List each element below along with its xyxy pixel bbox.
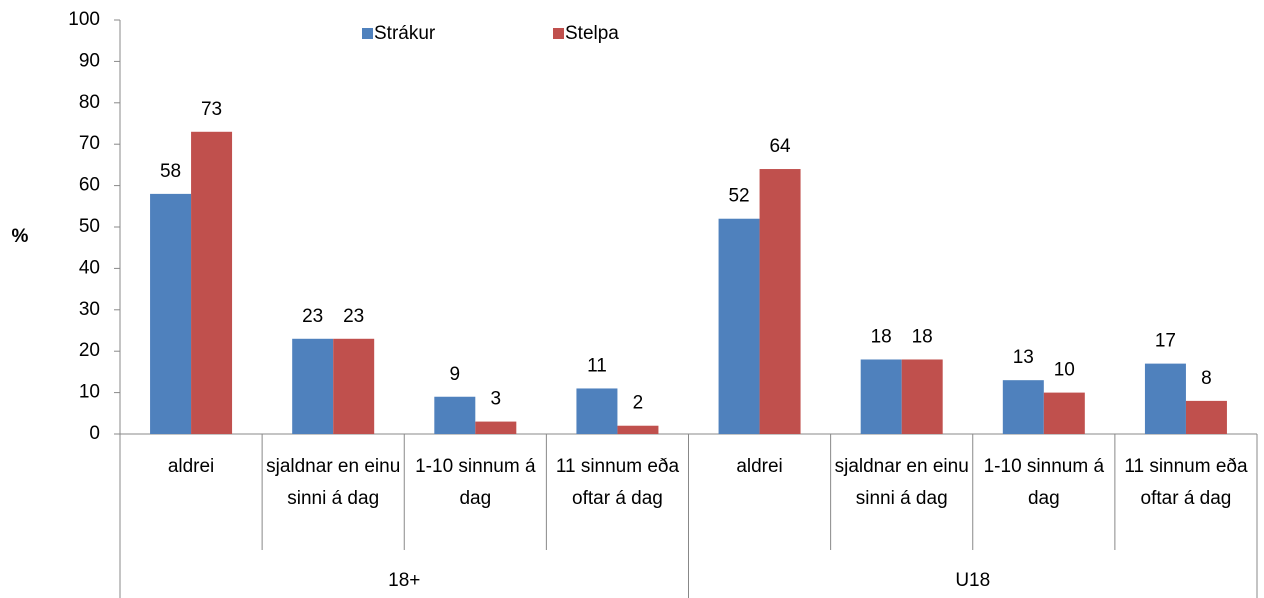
x-tick-label: 11 sinnum eða oftar á dag [1124, 456, 1248, 509]
bar [333, 338, 375, 434]
bar [1002, 380, 1044, 434]
data-label: 18 [871, 326, 892, 347]
data-label: 58 [160, 161, 181, 182]
group-label: U18 [955, 570, 990, 591]
x-tick-label: aldrei [736, 456, 783, 477]
data-label: 2 [633, 393, 644, 414]
y-tick-label: 90 [79, 50, 100, 71]
y-tick-label: 10 [79, 382, 100, 403]
x-tick-label-box: aldrei [736, 456, 783, 477]
bar [718, 218, 760, 434]
group-label: 18+ [388, 570, 420, 591]
data-label: 8 [1201, 368, 1212, 389]
y-tick-label: 50 [79, 216, 100, 237]
x-tick-label: aldrei [167, 456, 215, 477]
x-tick-label-box: 1-10 sinnum á dag [415, 456, 536, 509]
x-tick-label: 1-10 sinnum á dag [983, 456, 1105, 509]
data-label: 23 [302, 306, 323, 327]
bar [1043, 392, 1085, 434]
bar [860, 359, 902, 434]
data-label: 52 [728, 186, 749, 207]
x-tick-label-box: 11 sinnum eða oftar á dag [1124, 456, 1248, 509]
x-tick-label: 1-10 sinnum á dag [415, 456, 536, 509]
bar [475, 421, 517, 434]
legend-swatch [553, 28, 564, 39]
data-label: 64 [769, 136, 791, 157]
bar [759, 169, 801, 435]
x-tick-label-box: sjaldnar en einu sinni á dag [834, 456, 969, 509]
data-label: 23 [343, 306, 364, 327]
bar [150, 193, 192, 434]
data-label: 3 [491, 389, 502, 410]
y-tick-label: 100 [68, 9, 100, 30]
y-tick-label: 70 [79, 133, 100, 154]
bar [617, 425, 659, 434]
bar [434, 396, 476, 434]
x-tick-label-box: 11 sinnum eða oftar á dag [555, 456, 680, 509]
data-label: 13 [1013, 347, 1034, 368]
bar [576, 388, 618, 434]
bar [901, 359, 943, 434]
legend-swatch [362, 28, 373, 39]
data-label: 9 [450, 364, 461, 385]
x-tick-label: sjaldnar en einu sinni á dag [266, 456, 401, 509]
data-label: 11 [587, 355, 607, 376]
x-tick-label: sjaldnar en einu sinni á dag [834, 456, 969, 509]
bar [1144, 363, 1186, 434]
data-label: 73 [201, 99, 222, 120]
y-tick-label: 30 [79, 299, 100, 320]
y-tick-label: 80 [79, 92, 100, 113]
bar [191, 131, 233, 434]
x-tick-label-box: sjaldnar en einu sinni á dag [266, 456, 401, 509]
y-tick-label: 60 [79, 175, 100, 196]
bar [1185, 400, 1227, 434]
legend-label: Stelpa [565, 23, 619, 44]
y-tick-label: 0 [89, 423, 100, 444]
y-axis-label: % [12, 226, 29, 247]
x-tick-label: 11 sinnum eða oftar á dag [555, 456, 680, 509]
y-tick-label: 20 [79, 340, 100, 361]
data-label: 10 [1054, 360, 1075, 381]
x-tick-label-box: aldrei [167, 456, 215, 477]
legend-label: Strákur [374, 23, 436, 44]
y-tick-label: 40 [79, 257, 100, 278]
data-label: 18 [912, 326, 933, 347]
x-tick-label-box: 1-10 sinnum á dag [983, 456, 1105, 509]
data-label: 17 [1155, 331, 1176, 352]
bar [292, 338, 334, 434]
